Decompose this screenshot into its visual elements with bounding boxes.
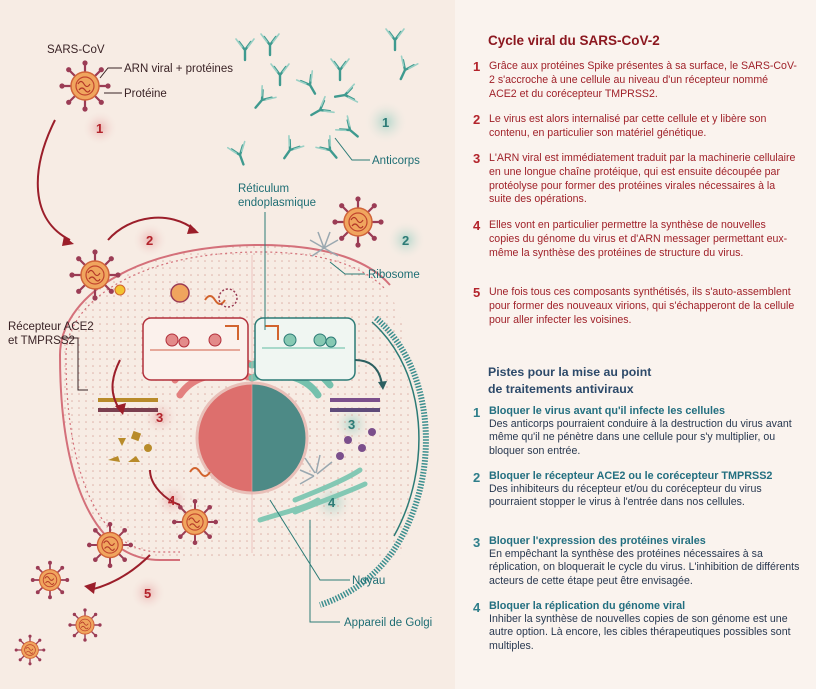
viral-cycle-diagram: SARS-CoV ARN viral + protéines Protéine … xyxy=(8,27,432,667)
label-ribosome: Ribosome xyxy=(368,269,420,281)
text-panel: Cycle viral du SARS-CoV-2 1 Grâce aux pr… xyxy=(455,0,816,689)
cycle-item: 4 Elles vont en particulier permettre la… xyxy=(473,218,798,260)
treatment-item-number: 2 xyxy=(473,470,481,485)
diagram-step-red-5: 5 xyxy=(144,586,151,601)
diagram-step-red-3: 3 xyxy=(156,410,163,425)
cycle-item-number: 2 xyxy=(473,112,481,127)
diagram-step-teal-3: 3 xyxy=(348,417,355,432)
treatment-item-text: Inhiber la synthèse de nouvelles copies … xyxy=(489,613,791,652)
label-rna-proteins: ARN viral + protéines xyxy=(124,63,233,75)
diagram-panel: SARS-CoV ARN viral + protéines Protéine … xyxy=(8,27,433,667)
treatment-item: 4 Bloquer la réplication du génome viral… xyxy=(473,600,801,653)
cycle-item-text: Une fois tous ces composants synthétisés… xyxy=(489,286,795,326)
treatment-item-number: 3 xyxy=(473,535,481,550)
treatment-item: 2 Bloquer le récepteur ACE2 ou le coréce… xyxy=(473,470,801,510)
treatments-title-line1: Pistes pour la mise au point xyxy=(488,365,652,379)
cycle-item-text: Elles vont en particulier permettre la s… xyxy=(489,219,788,259)
cycle-item: 5 Une fois tous ces composants synthétis… xyxy=(473,285,798,327)
treatment-item-text: Des anticorps pourraient conduire à la d… xyxy=(489,418,792,457)
cycle-item-number: 1 xyxy=(473,59,481,74)
diagram-step-teal-2: 2 xyxy=(402,233,409,248)
diagram-step-teal-1: 1 xyxy=(382,115,389,130)
treatments-title: Pistes pour la mise au point de traiteme… xyxy=(488,364,798,398)
treatment-item-text: Des inhibiteurs du récepteur et/ou du co… xyxy=(489,483,762,509)
treatment-item-text: En empêchant la synthèse des protéines n… xyxy=(489,548,800,587)
treatment-item: 3 Bloquer l'expression des protéines vir… xyxy=(473,535,801,588)
diagram-step-red-1: 1 xyxy=(96,121,103,136)
treatment-item-heading: Bloquer l'expression des protéines viral… xyxy=(489,535,706,547)
cycle-item: 3 L'ARN viral est immédiatement traduit … xyxy=(473,151,798,207)
treatment-item-heading: Bloquer la réplication du génome viral xyxy=(489,600,686,612)
label-sars-cov: SARS-CoV xyxy=(47,44,105,56)
label-protein: Protéine xyxy=(124,88,167,100)
label-nucleus: Noyau xyxy=(352,575,385,587)
diagram-step-teal-4: 4 xyxy=(328,495,336,510)
cycle-title: Cycle viral du SARS-CoV-2 xyxy=(488,33,660,48)
cycle-item-number: 5 xyxy=(473,285,481,300)
treatment-item-number: 1 xyxy=(473,405,481,420)
label-reticulum-line2: endoplasmique xyxy=(238,197,316,209)
treatment-item-heading: Bloquer le virus avant qu'il infecte les… xyxy=(489,405,725,417)
treatments-title-line2: de traitements antiviraux xyxy=(488,382,634,396)
treatment-item-heading: Bloquer le récepteur ACE2 ou le corécept… xyxy=(489,470,773,482)
cycle-item-number: 3 xyxy=(473,151,481,166)
cycle-item: 2 Le virus est alors internalisé par cet… xyxy=(473,112,798,141)
treatment-item: 1 Bloquer le virus avant qu'il infecte l… xyxy=(473,405,801,458)
cycle-item-number: 4 xyxy=(473,218,481,233)
label-receptor-line2: et TMPRSS2 xyxy=(8,335,75,347)
cycle-item-text: L'ARN viral est immédiatement traduit pa… xyxy=(489,152,796,206)
treatment-item-number: 4 xyxy=(473,600,481,615)
label-golgi: Appareil de Golgi xyxy=(344,617,432,629)
label-reticulum-line1: Réticulum xyxy=(238,183,289,195)
label-antibodies: Anticorps xyxy=(372,155,420,167)
label-receptor-line1: Récepteur ACE2 xyxy=(8,321,94,333)
diagram-step-red-4: 4 xyxy=(168,493,176,508)
cycle-item: 1 Grâce aux protéines Spike présentes à … xyxy=(473,59,798,101)
diagram-step-red-2: 2 xyxy=(146,233,153,248)
cycle-item-text: Le virus est alors internalisé par cette… xyxy=(489,113,767,139)
cycle-item-text: Grâce aux protéines Spike présentes à sa… xyxy=(489,60,797,100)
